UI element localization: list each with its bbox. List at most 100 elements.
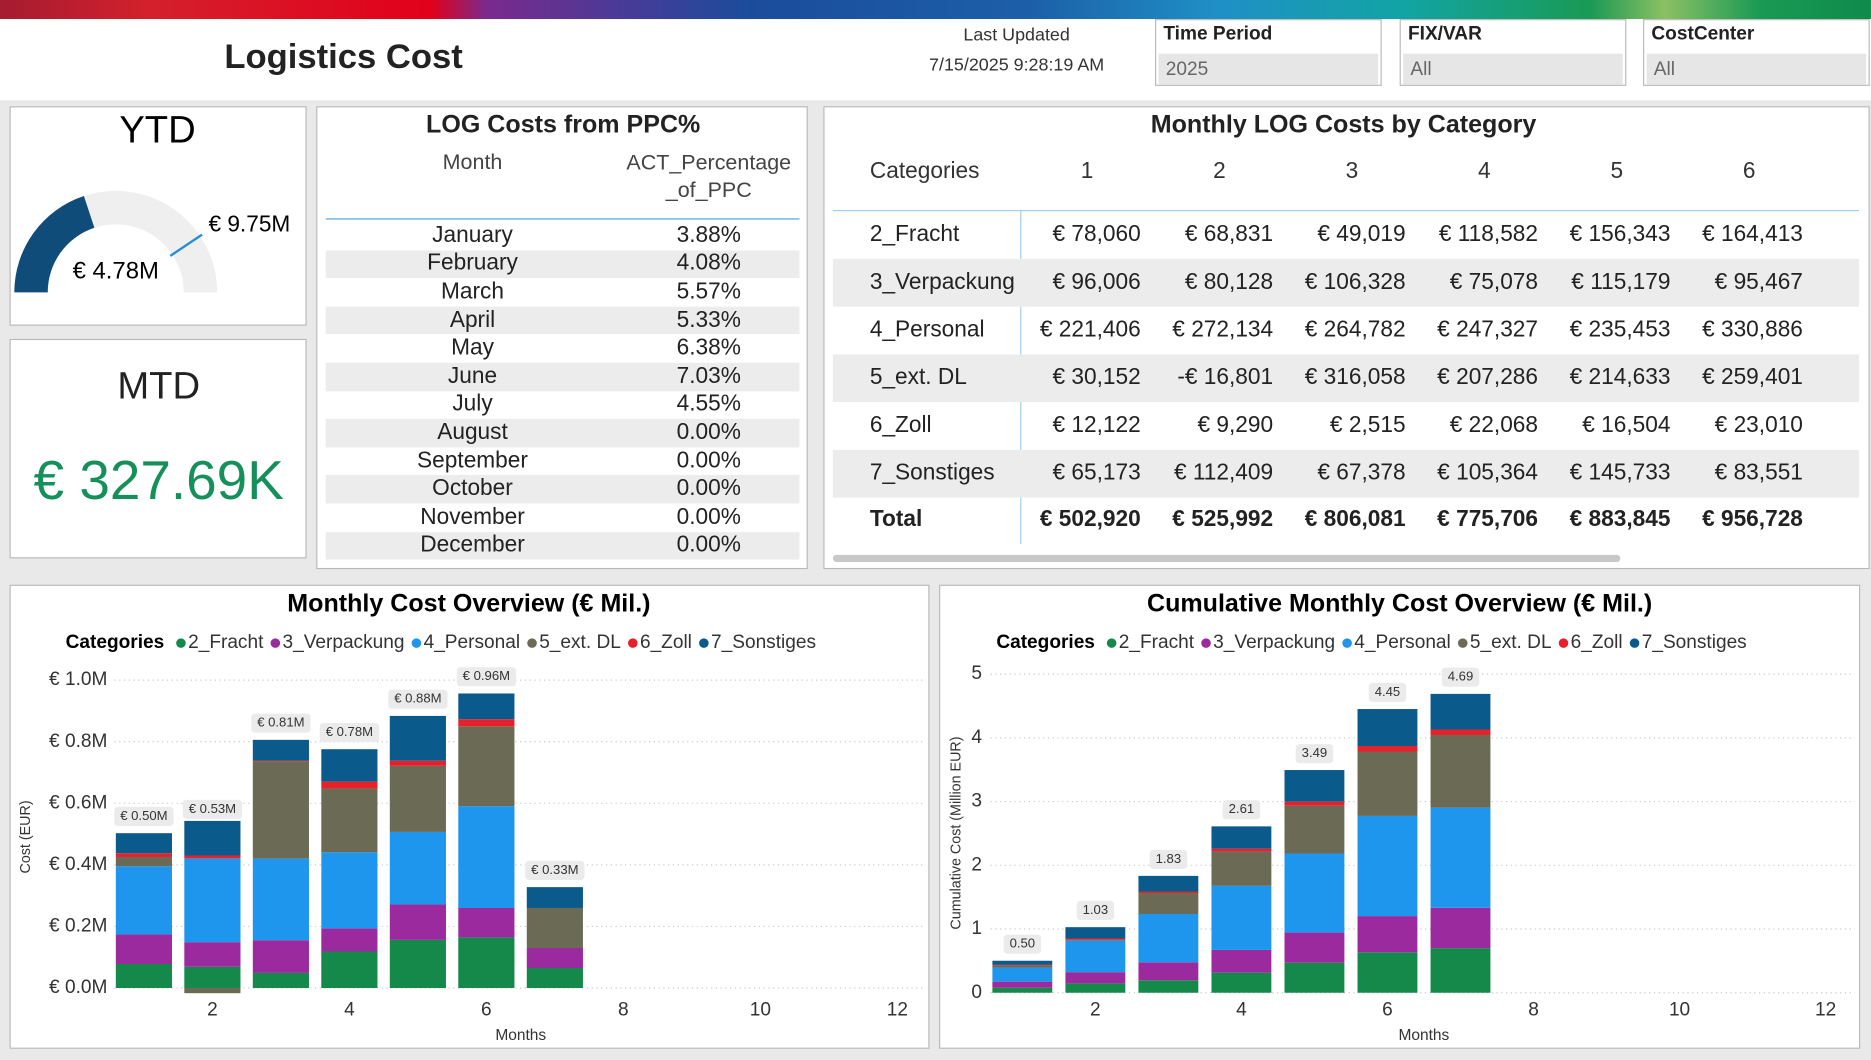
chart-title: Monthly Cost Overview (€ Mil.) [287, 590, 650, 618]
month-cell: December [420, 532, 525, 558]
total-label: 3.49 [1302, 745, 1328, 760]
legend-marker [270, 638, 281, 648]
total-label-bg [251, 713, 311, 733]
total-label: 2.61 [1229, 801, 1255, 816]
bar-segment [115, 934, 172, 964]
total-label: € 0.96M [463, 668, 510, 683]
legend-label: 3_Verpackung [1213, 632, 1335, 653]
column-header: 5 [1610, 158, 1624, 184]
monthly-chart: Monthly Cost Overview (€ Mil.) Categories… [18, 590, 925, 1044]
value-cell: € 112,409 [1173, 460, 1274, 486]
bar-segment [115, 963, 172, 989]
filter: CostCenter All [1643, 19, 1870, 86]
value-cell: € 956,728 [1702, 507, 1803, 533]
total-label: € 0.50M [120, 808, 167, 823]
bar-segment [184, 988, 241, 994]
y-tick-label: 3 [971, 791, 982, 812]
y-axis-title: Cost (EUR) [18, 800, 34, 873]
column-header: 4 [1478, 158, 1491, 184]
legend-marker [176, 638, 186, 648]
dropdown[interactable]: All [1403, 53, 1623, 85]
x-tick-label: 4 [1236, 1000, 1247, 1021]
total-label-bg [388, 689, 448, 709]
gauge-target [169, 233, 203, 257]
column-header: 6 [1742, 158, 1756, 184]
value-cell: € 164,413 [1702, 221, 1803, 247]
bar-segment [1211, 972, 1272, 993]
legend-label: 7_Sonstiges [711, 632, 816, 653]
bar-segment [1357, 751, 1418, 816]
bar-segment [389, 939, 446, 989]
total-label: € 0.53M [189, 801, 236, 816]
y-tick-label: 1 [971, 918, 982, 939]
x-tick-label: 10 [1669, 1000, 1690, 1021]
bar-segment [1065, 972, 1126, 984]
legend-marker [1558, 638, 1569, 648]
legend-label: 5_ext. DL [1470, 632, 1552, 653]
legend-label: 2_Fracht [1119, 632, 1195, 653]
bar-segment [1430, 907, 1491, 949]
legend-label: 6_Zoll [1571, 632, 1623, 653]
bar-segment [1138, 875, 1199, 892]
value-cell: € 247,327 [1437, 317, 1539, 343]
row-band [325, 475, 800, 504]
bar-segment [1284, 962, 1345, 993]
bar-segment [321, 788, 378, 853]
row-band [325, 306, 800, 335]
value-cell: € 883,845 [1569, 507, 1671, 533]
value-cell: -€ 16,801 [1177, 365, 1274, 391]
x-tick-label: 2 [1090, 1000, 1101, 1021]
bar-segment [1284, 805, 1345, 854]
month-cell: April [449, 307, 496, 333]
total-label-bg [1076, 900, 1115, 920]
legend-marker [1342, 638, 1352, 648]
value-cell: € 9,290 [1197, 412, 1274, 438]
column-header: ACT_Percentage_of_PPC [626, 150, 792, 202]
total-label: 1.03 [1083, 902, 1109, 917]
bar-segment [1065, 983, 1126, 993]
x-tick-label: 8 [1528, 1000, 1539, 1021]
dropdown[interactable]: 2025 [1158, 53, 1379, 85]
x-axis-title: Months [1398, 1027, 1449, 1044]
value-cell: € 259,401 [1702, 365, 1803, 391]
y-tick-label: 0 [971, 982, 982, 1003]
chart-card: Monthly Cost Overview (€ Mil.) Categories… [9, 584, 930, 1049]
bar-segment [1065, 927, 1126, 939]
row-label: 2_Fracht [869, 221, 960, 247]
bar-segment [526, 887, 583, 908]
bar-segment [1138, 893, 1199, 914]
value-cell: € 67,378 [1317, 460, 1406, 486]
value-cell: € 145,733 [1569, 460, 1671, 486]
bar-segment [1284, 801, 1345, 806]
bar-segment [1138, 980, 1199, 993]
bar-segment [1357, 815, 1418, 917]
bar-segment [115, 856, 172, 867]
total-label: 4.69 [1448, 669, 1474, 684]
bar-segment [1430, 734, 1491, 808]
percent-cell: 5.57% [676, 279, 741, 305]
total-label: 0.50 [1010, 936, 1036, 951]
bar-segment [1430, 693, 1491, 730]
row-label: 5_ext. DL [869, 365, 967, 391]
value-cell: € 214,633 [1569, 365, 1671, 391]
bar-segment [458, 908, 515, 938]
dropdown[interactable]: All [1646, 53, 1867, 85]
ppc-table-card: LOG Costs from PPC% Month ACT_Percentage_o… [316, 106, 808, 570]
percent-cell: 0.00% [676, 532, 741, 558]
page-title: Logistics Cost [224, 38, 463, 77]
x-tick-label: 2 [207, 1000, 218, 1021]
value-cell: € 80,128 [1184, 269, 1274, 295]
scrollbar[interactable] [832, 554, 1621, 562]
value-cell: € 105,364 [1437, 460, 1539, 486]
legend-marker [1201, 638, 1211, 648]
dropdown-value: All [1410, 59, 1432, 80]
row-band [325, 419, 800, 448]
x-axis-title: Months [495, 1027, 546, 1044]
value-cell: € 156,343 [1569, 221, 1671, 247]
value-cell: € 118,582 [1438, 221, 1539, 247]
column-header: 1 [1080, 158, 1094, 184]
bar-segment [526, 947, 583, 969]
filter: FIX/VAR All [1399, 19, 1627, 86]
total-label: € 0.33M [531, 862, 578, 877]
y-tick-label: 4 [971, 727, 982, 748]
